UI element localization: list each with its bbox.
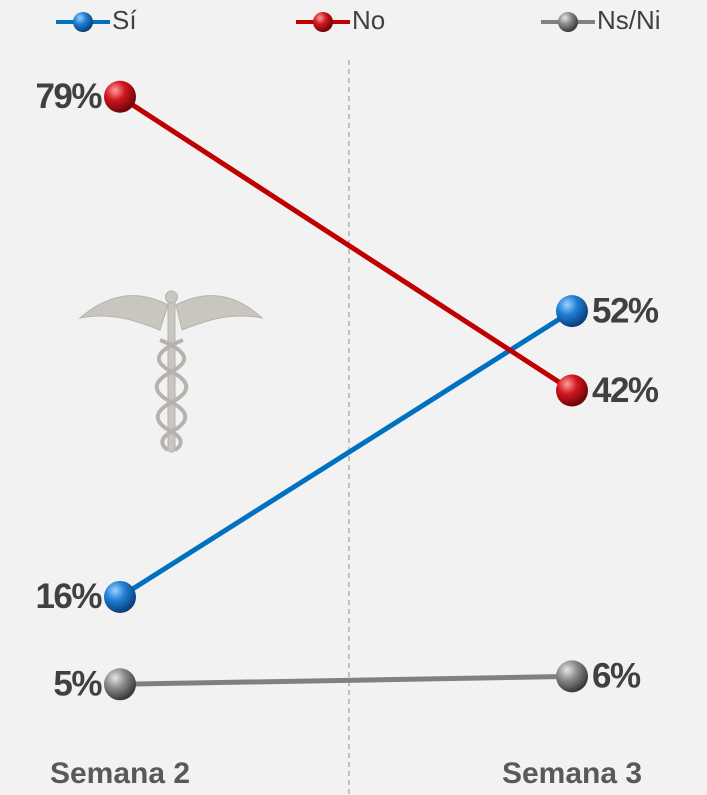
point (104, 668, 136, 701)
legend-marker (558, 12, 578, 32)
x-tick-label: Semana 2 (50, 757, 190, 790)
x-tick-label: Semana 3 (502, 757, 642, 790)
data-label: 42% (592, 371, 659, 410)
series-line (118, 309, 574, 600)
point (556, 660, 588, 693)
data-label: 6% (592, 657, 641, 696)
legend-marker (313, 12, 333, 32)
data-label: 5% (53, 665, 102, 704)
legend-marker (73, 12, 93, 32)
caduceus-icon (78, 290, 264, 453)
series-line (118, 94, 574, 393)
legend-label: No (352, 5, 385, 35)
legend-label: Sí (112, 5, 137, 35)
point (104, 580, 136, 613)
series-line (119, 673, 573, 687)
data-label: 16% (35, 577, 102, 616)
point (104, 80, 136, 113)
data-label: 52% (592, 291, 659, 330)
point (556, 295, 588, 328)
data-label: 79% (35, 77, 102, 116)
legend-label: Ns/Ni (597, 5, 661, 35)
point (556, 374, 588, 407)
